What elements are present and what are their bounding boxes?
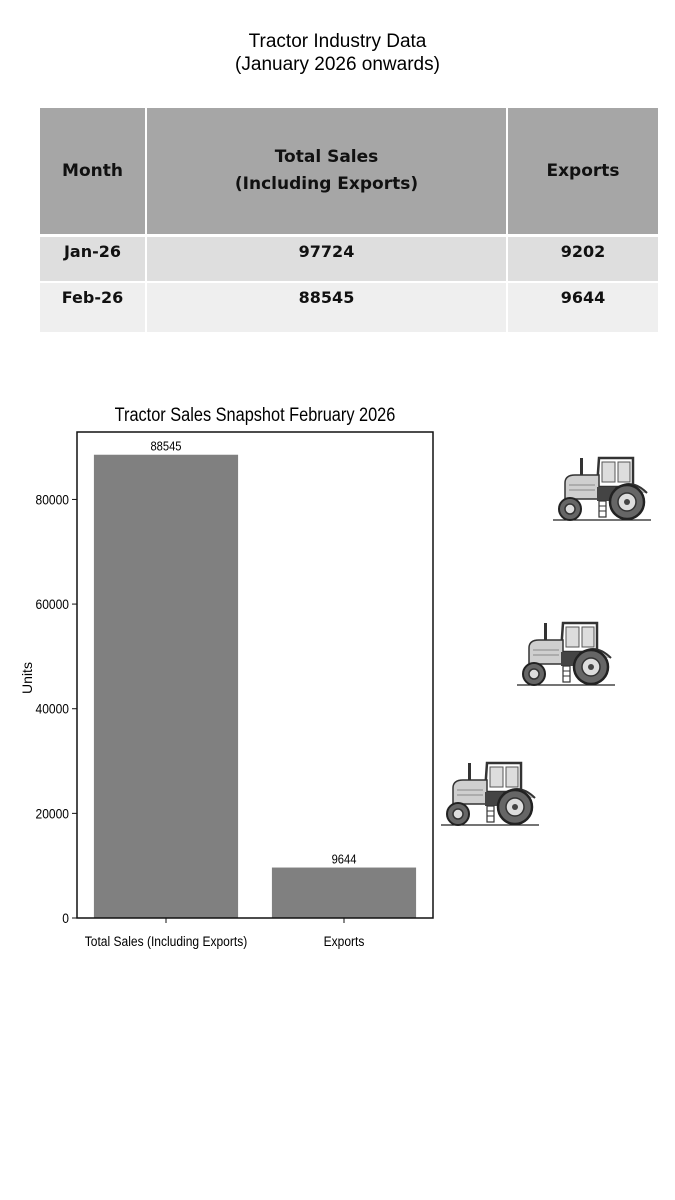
header-total-sales: Total Sales (Including Exports)	[146, 108, 508, 237]
header-month: Month	[40, 108, 147, 237]
y-tick-label: 80000	[36, 492, 69, 508]
header-total-sales-line2: (Including Exports)	[234, 174, 419, 194]
bar	[271, 867, 417, 918]
tractor-icon	[441, 760, 539, 828]
bar-data-label: 88545	[150, 439, 181, 454]
bar-chart: Tractor Sales Snapshot February 2026 Uni…	[19, 404, 434, 949]
table-row: Jan-26 97724 9202	[40, 235, 658, 282]
header-total-sales-line1: Total Sales	[274, 147, 379, 167]
cell-month: Jan-26	[40, 235, 147, 282]
table-row: Feb-26 88545 9644	[40, 281, 658, 332]
title-line-1: Tractor Industry Data	[248, 31, 427, 52]
sales-table: Month Total Sales (Including Exports) Ex…	[40, 108, 658, 332]
cell-exports: 9202	[507, 235, 658, 282]
bar	[93, 454, 239, 918]
cell-month: Feb-26	[40, 281, 147, 332]
y-tick-label: 40000	[36, 701, 69, 717]
chart-title: Tractor Sales Snapshot February 2026	[115, 404, 396, 425]
title-line-2: (January 2026 onwards)	[235, 54, 440, 75]
x-tick-label: Exports	[324, 933, 365, 949]
tractor-icon	[517, 620, 615, 688]
page-title: Tractor Industry Data (January 2026 onwa…	[0, 30, 675, 76]
plot-frame	[76, 431, 434, 919]
header-exports: Exports	[507, 108, 658, 237]
y-tick-label: 0	[62, 910, 69, 926]
y-axis-label: Units	[19, 662, 35, 694]
x-tick-label: Total Sales (Including Exports)	[85, 933, 247, 949]
tractor-icon	[553, 455, 651, 523]
y-tick-label: 60000	[36, 596, 69, 612]
cell-exports: 9644	[507, 281, 658, 332]
table-header-row: Month Total Sales (Including Exports) Ex…	[40, 108, 658, 237]
y-tick-label: 20000	[36, 805, 69, 821]
bar-data-label: 9644	[332, 852, 357, 867]
cell-total-sales: 97724	[146, 235, 508, 282]
cell-total-sales: 88545	[146, 281, 508, 332]
